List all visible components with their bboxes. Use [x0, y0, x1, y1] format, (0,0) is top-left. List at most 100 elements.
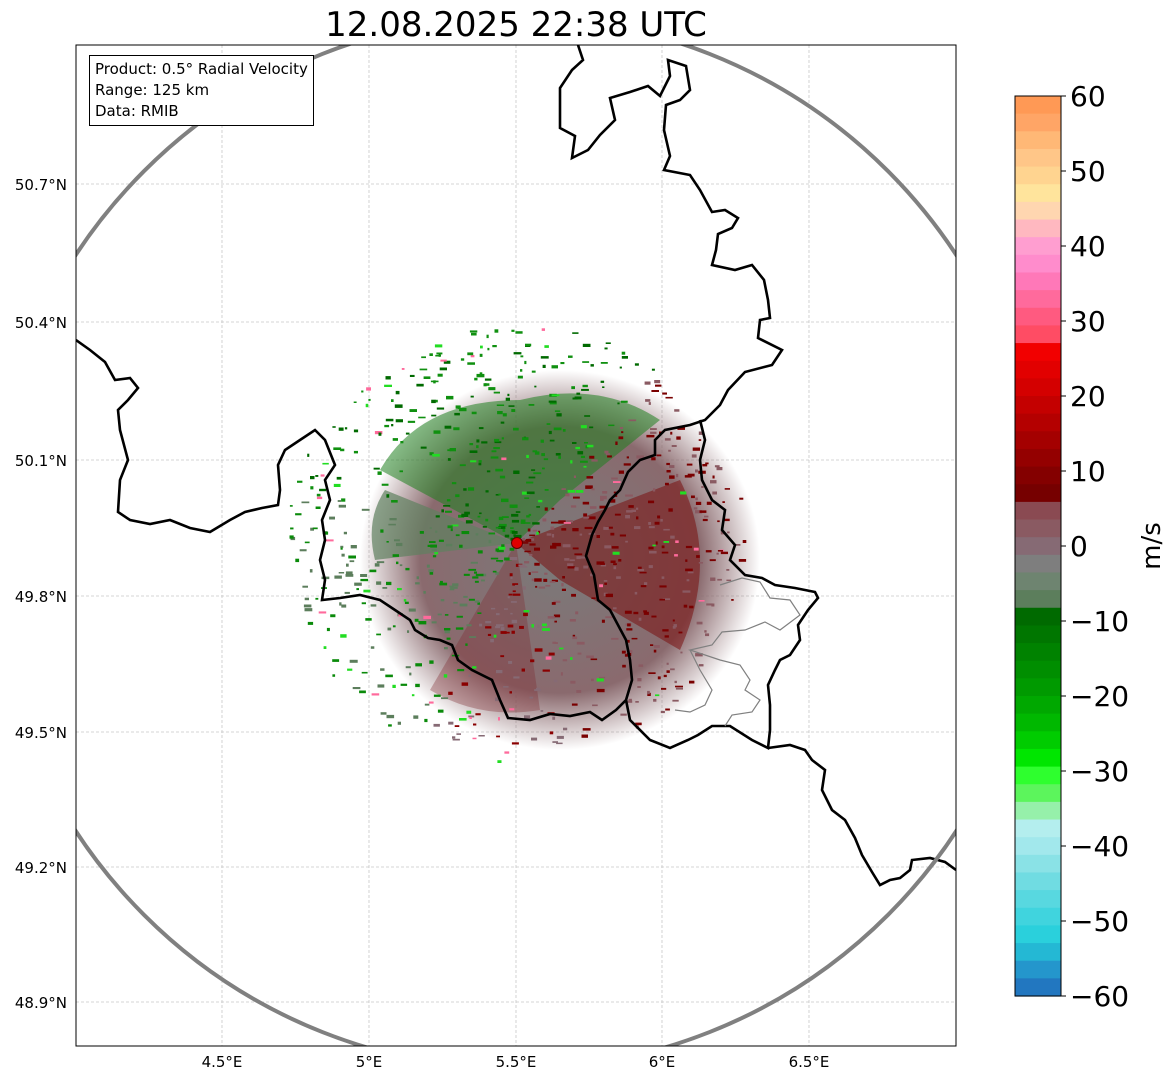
- radar-echo-pixel: [443, 674, 448, 678]
- radar-echo-pixel: [570, 460, 573, 464]
- radar-echo-pixel: [537, 624, 540, 628]
- radar-echo-pixel: [350, 545, 357, 549]
- radar-echo-pixel: [626, 628, 633, 631]
- radar-echo-pixel: [653, 698, 657, 702]
- radar-echo-pixel: [582, 501, 590, 505]
- radar-echo-pixel: [511, 619, 518, 624]
- radar-echo-pixel: [387, 627, 392, 631]
- radar-echo-pixel: [631, 637, 638, 640]
- radar-echo-pixel: [664, 438, 671, 441]
- radar-echo-pixel: [576, 490, 584, 493]
- radar-echo-pixel: [479, 372, 483, 376]
- lon-label: 4.5°E: [202, 1053, 243, 1071]
- radar-echo-pixel: [569, 619, 576, 622]
- radar-echo-pixel: [727, 531, 730, 534]
- radar-echo-pixel: [336, 476, 342, 480]
- radar-echo-pixel: [683, 604, 688, 608]
- radar-echo-pixel: [604, 450, 609, 454]
- radar-echo-pixel: [514, 534, 522, 538]
- radar-echo-pixel: [702, 464, 708, 467]
- radar-echo-pixel: [485, 621, 492, 624]
- colorbar-segment: [1015, 625, 1061, 644]
- radar-echo-pixel: [512, 593, 521, 596]
- radar-echo-pixel: [604, 545, 611, 549]
- radar-echo-pixel: [522, 437, 529, 441]
- radar-echo-pixel: [323, 531, 329, 535]
- radar-echo-pixel: [431, 548, 437, 552]
- radar-echo-pixel: [670, 668, 675, 671]
- radar-echo-pixel: [511, 409, 516, 412]
- colorbar-segment: [1015, 131, 1061, 150]
- radar-echo-pixel: [318, 611, 327, 614]
- radar-echo-pixel: [503, 686, 509, 688]
- radar-echo-pixel: [648, 546, 654, 550]
- radar-echo-pixel: [475, 533, 479, 536]
- radar-echo-pixel: [717, 520, 720, 523]
- radar-echo-pixel: [395, 419, 403, 423]
- radar-echo-pixel: [695, 510, 702, 514]
- colorbar-segment: [1015, 748, 1061, 768]
- colorbar-tick-label: 60: [1070, 80, 1106, 113]
- radar-echo-pixel: [474, 571, 477, 574]
- radar-echo-pixel: [454, 725, 460, 727]
- radar-echo-pixel: [636, 455, 644, 459]
- radar-echo-pixel: [391, 399, 394, 402]
- lon-label: 5.5°E: [496, 1053, 537, 1071]
- info-range: Range: 125 km: [95, 81, 210, 99]
- colorbar-segment: [1015, 713, 1061, 732]
- radar-echo-pixel: [481, 579, 485, 582]
- radar-echo-pixel: [739, 497, 744, 500]
- radar-echo-pixel: [469, 443, 474, 446]
- radar-echo-pixel: [385, 376, 391, 380]
- radar-echo-pixel: [552, 641, 556, 644]
- radar-echo-pixel: [572, 332, 579, 334]
- border-southeast: [767, 743, 956, 887]
- radar-echo-pixel: [385, 418, 394, 422]
- radar-echo-pixel: [521, 542, 529, 544]
- radar-echo-pixel: [699, 510, 707, 513]
- radar-echo-pixel: [431, 414, 437, 417]
- radar-echo-pixel: [712, 491, 717, 495]
- radar-echo-pixel: [541, 453, 545, 457]
- radar-echo-pixel: [583, 513, 588, 517]
- radar-echo-pixel: [510, 527, 514, 529]
- radar-echo-pixel: [509, 547, 515, 551]
- radar-echo-pixel: [582, 361, 590, 363]
- radar-echo-pixel: [477, 550, 483, 554]
- radar-echo-pixel: [343, 531, 347, 535]
- radar-echo-pixel: [468, 568, 477, 571]
- radar-echo-pixel: [572, 442, 577, 444]
- radar-echo-pixel: [561, 588, 566, 591]
- radar-echo-pixel: [561, 583, 564, 587]
- radar-echo-pixel: [344, 427, 348, 430]
- radar-echo-pixel: [520, 519, 526, 523]
- radar-echo-pixel: [512, 590, 516, 593]
- colorbar-segment: [1015, 554, 1061, 574]
- radar-echo-pixel: [409, 374, 415, 377]
- radar-echo-pixel: [604, 582, 607, 585]
- radar-echo-pixel: [504, 608, 508, 610]
- colorbar-segment: [1015, 343, 1061, 362]
- radar-echo-pixel: [427, 544, 436, 547]
- radar-echo-pixel: [698, 600, 705, 602]
- radar-echo-pixel: [472, 576, 479, 579]
- radar-echo-pixel: [534, 385, 537, 388]
- radar-echo-pixel: [572, 397, 578, 400]
- radar-echo-pixel: [526, 481, 534, 484]
- radar-echo-pixel: [510, 601, 517, 603]
- radar-echo-pixel: [651, 457, 656, 461]
- colorbar-segment: [1015, 890, 1061, 909]
- radar-echo-pixel: [340, 545, 344, 548]
- radar-echo-pixel: [478, 460, 482, 463]
- colorbar-tick: 30: [1061, 305, 1106, 338]
- radar-echo-pixel: [695, 501, 702, 505]
- radar-echo-pixel: [388, 523, 396, 526]
- radar-echo-pixel: [695, 497, 698, 501]
- radar-echo-pixel: [455, 494, 460, 498]
- radar-echo-pixel: [675, 685, 683, 688]
- radar-echo-pixel: [587, 444, 594, 448]
- radar-echo-pixel: [534, 547, 540, 551]
- radar-echo-pixel: [645, 399, 651, 402]
- lat-label: 50.7°N: [15, 176, 67, 194]
- radar-echo-pixel: [584, 526, 593, 530]
